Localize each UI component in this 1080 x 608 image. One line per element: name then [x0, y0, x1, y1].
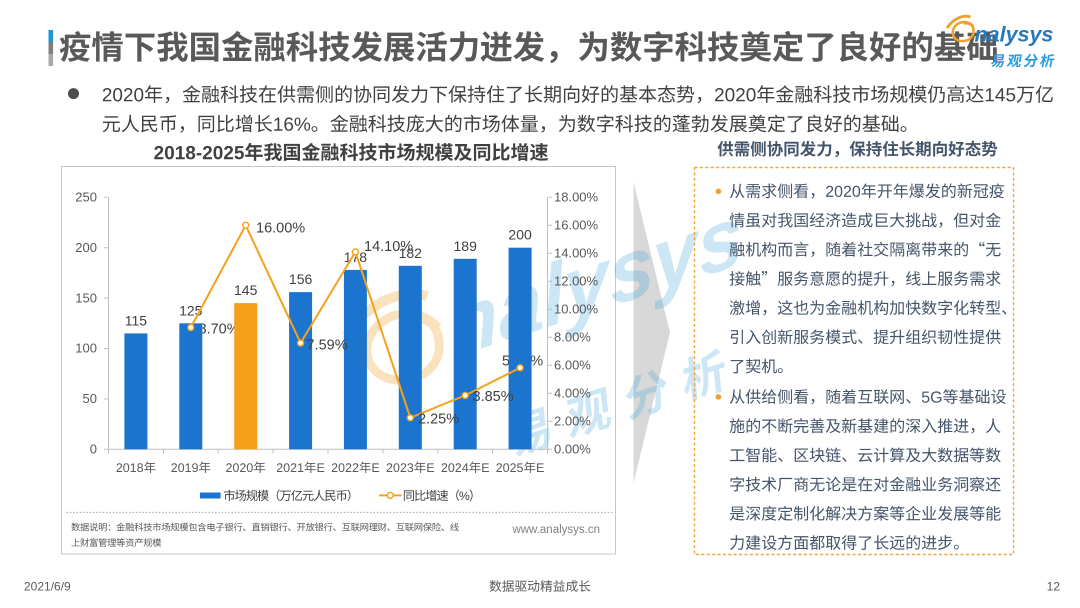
svg-text:8.00%: 8.00% [554, 330, 591, 345]
svg-text:50: 50 [83, 391, 97, 406]
svg-text:200: 200 [75, 240, 97, 255]
svg-text:16.00%: 16.00% [554, 218, 599, 233]
svg-text:156: 156 [289, 271, 313, 287]
svg-text:2021/6/9: 2021/6/9 [24, 580, 71, 594]
svg-text:nalysys: nalysys [975, 22, 1054, 46]
svg-text:12.00%: 12.00% [554, 274, 599, 289]
svg-text:16.00%: 16.00% [256, 221, 305, 237]
svg-text:0: 0 [90, 442, 97, 457]
svg-text:4.00%: 4.00% [554, 386, 591, 401]
svg-text:7.59%: 7.59% [307, 337, 348, 353]
svg-text:2.00%: 2.00% [554, 414, 591, 429]
svg-text:18.00%: 18.00% [554, 190, 599, 205]
svg-text:115: 115 [125, 312, 148, 328]
svg-text:12: 12 [1047, 580, 1061, 594]
svg-text:6.00%: 6.00% [554, 358, 591, 373]
svg-text:14.00%: 14.00% [554, 246, 599, 261]
svg-text:100: 100 [75, 341, 97, 356]
svg-text:14.10%: 14.10% [364, 239, 413, 255]
svg-text:150: 150 [75, 290, 97, 305]
svg-text:8.70%: 8.70% [199, 322, 240, 338]
svg-text:10.00%: 10.00% [554, 302, 599, 317]
svg-text:www.analysys.cn: www.analysys.cn [511, 524, 600, 536]
svg-text:250: 250 [75, 190, 97, 205]
svg-text:200: 200 [508, 227, 532, 243]
svg-text:2.25%: 2.25% [418, 411, 459, 427]
svg-text:3.85%: 3.85% [473, 389, 514, 405]
svg-text:189: 189 [454, 238, 478, 254]
svg-text:0.00%: 0.00% [554, 442, 591, 457]
svg-text:182: 182 [399, 245, 423, 261]
svg-text:145: 145 [234, 282, 258, 298]
